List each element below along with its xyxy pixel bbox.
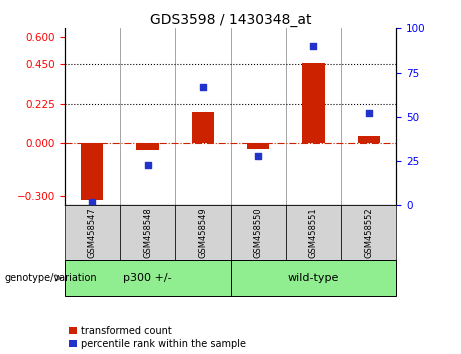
Text: p300 +/-: p300 +/- (123, 273, 172, 283)
Bar (302, 63, 325, 143)
Point (310, 43, 317, 49)
Text: genotype/variation: genotype/variation (5, 273, 97, 283)
Text: wild-type: wild-type (288, 273, 339, 283)
Bar (65, 205, 120, 260)
Point (199, 84, 207, 90)
Text: GSM458549: GSM458549 (198, 207, 207, 258)
Point (365, 110, 372, 116)
Legend: transformed count, percentile rank within the sample: transformed count, percentile rank withi… (70, 326, 246, 349)
Title: GDS3598 / 1430348_at: GDS3598 / 1430348_at (150, 13, 311, 27)
Bar (230, 205, 286, 260)
Point (254, 153, 262, 159)
Point (144, 162, 151, 167)
Point (89, 199, 96, 205)
Bar (120, 205, 175, 260)
Text: GSM458547: GSM458547 (88, 207, 97, 258)
Bar (136, 143, 159, 150)
Text: GSM458548: GSM458548 (143, 207, 152, 258)
Text: GSM458551: GSM458551 (309, 207, 318, 258)
Bar (341, 205, 396, 260)
Text: GSM458550: GSM458550 (254, 207, 263, 258)
Text: GSM458552: GSM458552 (364, 207, 373, 258)
Bar (247, 143, 269, 149)
Bar (65, 260, 230, 296)
Bar (81, 143, 103, 200)
Bar (230, 260, 396, 296)
Bar (286, 205, 341, 260)
Bar (358, 136, 380, 143)
Bar (175, 205, 230, 260)
Bar (192, 113, 214, 143)
